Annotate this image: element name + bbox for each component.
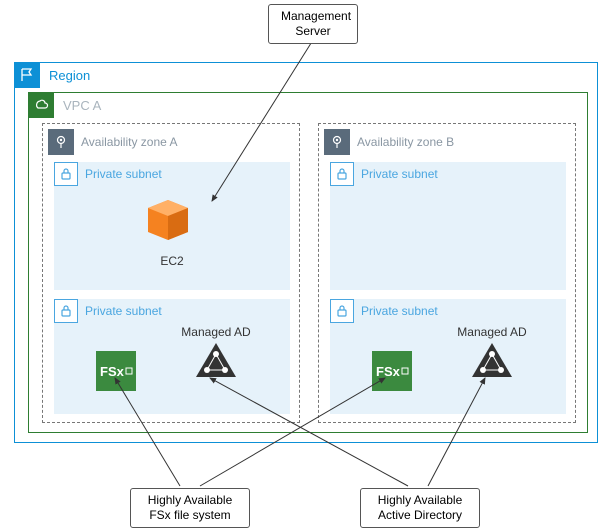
az-a-subnet-top: Private subnet EC2 bbox=[54, 162, 290, 290]
svg-text:FSx: FSx bbox=[100, 364, 125, 379]
ad-label: Managed AD bbox=[452, 325, 532, 339]
lock-icon bbox=[330, 162, 354, 186]
region-label: Region bbox=[49, 68, 90, 83]
callout-management-server: ManagementServer bbox=[268, 4, 358, 44]
az-b-subnet-bottom: Private subnet FSx Managed AD bbox=[330, 299, 566, 414]
subnet-label: Private subnet bbox=[85, 167, 162, 181]
callout-text: Highly AvailableFSx file system bbox=[148, 493, 233, 522]
lock-icon bbox=[54, 299, 78, 323]
lock-icon bbox=[330, 299, 354, 323]
az-icon bbox=[48, 129, 74, 155]
ec2-icon bbox=[140, 194, 196, 250]
ad-icon bbox=[470, 341, 514, 381]
subnet-label: Private subnet bbox=[361, 167, 438, 181]
ad-icon bbox=[194, 341, 238, 381]
region-container: Region VPC A Availability zone A Private… bbox=[14, 62, 598, 443]
az-icon bbox=[324, 129, 350, 155]
vpc-container: VPC A Availability zone A Private subnet bbox=[28, 92, 588, 433]
ec2-instance: EC2 bbox=[140, 194, 204, 268]
ec2-label: EC2 bbox=[140, 254, 204, 268]
vpc-label: VPC A bbox=[63, 98, 101, 113]
svg-text:FSx: FSx bbox=[376, 364, 401, 379]
callout-fsx: Highly AvailableFSx file system bbox=[130, 488, 250, 528]
callout-ad: Highly AvailableActive Directory bbox=[360, 488, 480, 528]
az-b-subnet-top: Private subnet bbox=[330, 162, 566, 290]
ad-label: Managed AD bbox=[176, 325, 256, 339]
az-b-label: Availability zone B bbox=[357, 135, 454, 149]
availability-zone-b: Availability zone B Private subnet Priva… bbox=[318, 123, 576, 423]
fsx-icon: FSx bbox=[96, 351, 136, 391]
vpc-icon bbox=[28, 92, 54, 118]
callout-text: ManagementServer bbox=[281, 9, 351, 38]
managed-ad: Managed AD bbox=[176, 325, 256, 381]
az-a-label: Availability zone A bbox=[81, 135, 178, 149]
managed-ad: Managed AD bbox=[452, 325, 532, 381]
region-icon bbox=[14, 62, 40, 88]
subnet-label: Private subnet bbox=[85, 304, 162, 318]
az-a-subnet-bottom: Private subnet FSx Managed AD bbox=[54, 299, 290, 414]
callout-text: Highly AvailableActive Directory bbox=[378, 493, 463, 522]
availability-zone-a: Availability zone A Private subnet EC2 bbox=[42, 123, 300, 423]
subnet-label: Private subnet bbox=[361, 304, 438, 318]
fsx-icon: FSx bbox=[372, 351, 412, 391]
lock-icon bbox=[54, 162, 78, 186]
